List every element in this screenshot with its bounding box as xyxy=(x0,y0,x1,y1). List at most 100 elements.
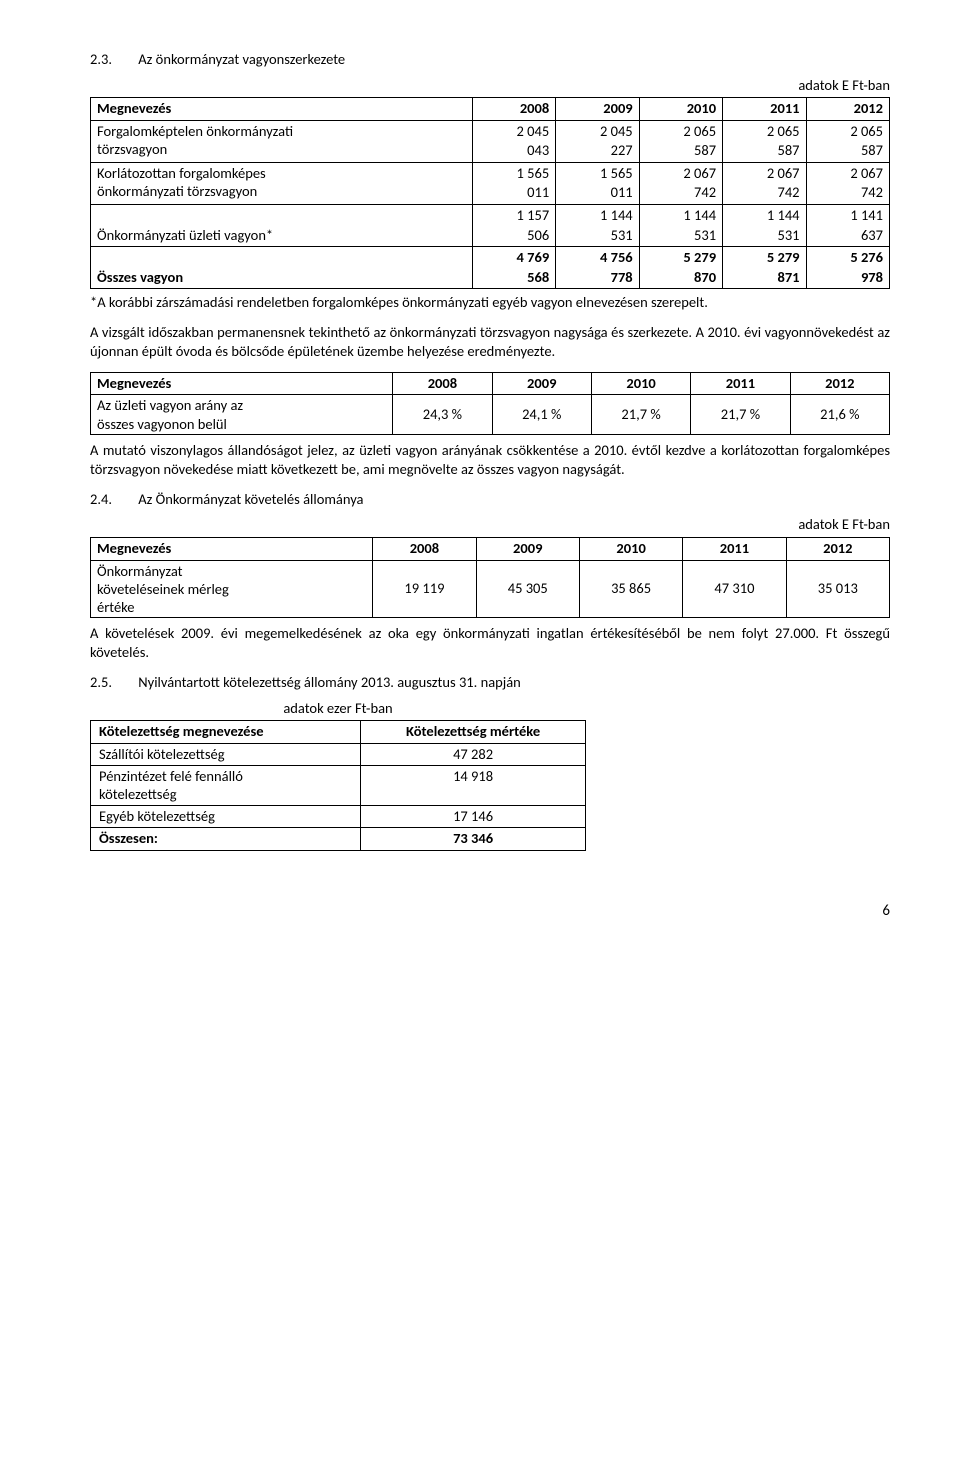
val: 043 xyxy=(479,141,549,161)
val: 1 144 xyxy=(646,206,716,226)
val: 587 xyxy=(729,141,799,161)
val: 587 xyxy=(813,141,883,161)
val: 1 157 xyxy=(479,206,549,226)
col-2011: 2011 xyxy=(691,372,790,395)
label-line: követeléseinek mérleg xyxy=(97,580,229,598)
val: 2 065 xyxy=(813,122,883,142)
val: 870 xyxy=(646,268,716,288)
col-2012: 2012 xyxy=(786,537,889,560)
table-kotelezettseg: Kötelezettség megnevezése Kötelezettség … xyxy=(90,720,586,851)
col-megnevezes: Kötelezettség megnevezése xyxy=(91,721,361,744)
row-label: Önkormányzat követeléseinek mérleg érték… xyxy=(91,560,373,617)
section-2-3-title: 2.3. Az önkormányzat vagyonszerkezete xyxy=(90,50,890,70)
cell: 1 157506 xyxy=(472,204,555,246)
val: 531 xyxy=(729,226,799,246)
section-text: Az önkormányzat vagyonszerkezete xyxy=(138,50,345,68)
cell: 24,3 % xyxy=(393,395,492,434)
col-2010: 2010 xyxy=(579,537,682,560)
footnote: *A korábbi zárszámadási rendeletben forg… xyxy=(90,293,890,313)
col-2009: 2009 xyxy=(476,537,579,560)
val: 871 xyxy=(729,268,799,288)
paragraph: A vizsgált időszakban permanensnek tekin… xyxy=(90,323,890,362)
row-label: Az üzleti vagyon arány az összes vagyono… xyxy=(91,395,393,434)
cell: 2 067742 xyxy=(723,162,806,204)
cell: 2 045227 xyxy=(556,120,639,162)
label-line: értéke xyxy=(97,598,135,616)
table-header-row: Kötelezettség megnevezése Kötelezettség … xyxy=(91,721,586,744)
val: 1 141 xyxy=(813,206,883,226)
table-row-total: Összesen: 73 346 xyxy=(91,828,586,851)
unit-note: adatok E Ft-ban xyxy=(90,515,890,535)
cell: 2 065587 xyxy=(723,120,806,162)
val: 1 565 xyxy=(562,164,632,184)
label-line: Forgalomképtelen önkormányzati xyxy=(97,122,293,140)
cell: 4 756778 xyxy=(556,247,639,289)
table-header-row: Megnevezés 2008 2009 2010 2011 2012 xyxy=(91,537,890,560)
val: 742 xyxy=(813,183,883,203)
cell: 21,7 % xyxy=(691,395,790,434)
cell: 2 045043 xyxy=(472,120,555,162)
col-megnevezes: Megnevezés xyxy=(91,537,373,560)
col-megnevezes: Megnevezés xyxy=(91,98,473,121)
val: 5 279 xyxy=(646,248,716,268)
unit-note: adatok E Ft-ban xyxy=(90,76,890,96)
cell: 5 279870 xyxy=(639,247,722,289)
cell: 1 565011 xyxy=(472,162,555,204)
val: 531 xyxy=(646,226,716,246)
val: 2 065 xyxy=(729,122,799,142)
cell: 19 119 xyxy=(373,560,476,617)
label-line: törzsvagyon xyxy=(97,140,167,158)
cell: 14 918 xyxy=(361,766,586,805)
row-label: Egyéb kötelezettség xyxy=(91,805,361,828)
cell: 2 065587 xyxy=(639,120,722,162)
cell: 1 144531 xyxy=(639,204,722,246)
cell: 5 276978 xyxy=(806,247,889,289)
table-row: Szállítói kötelezettség 47 282 xyxy=(91,743,586,766)
val: 531 xyxy=(562,226,632,246)
row-label: Forgalomképtelen önkormányzati törzsvagy… xyxy=(91,120,473,162)
val: 2 067 xyxy=(646,164,716,184)
val: 5 279 xyxy=(729,248,799,268)
table-vagyonszerkezet: Megnevezés 2008 2009 2010 2011 2012 Forg… xyxy=(90,97,890,289)
table-row: Korlátozottan forgalomképes önkormányzat… xyxy=(91,162,890,204)
paragraph: A mutató viszonylagos állandóságot jelez… xyxy=(90,441,890,480)
val: 2 067 xyxy=(813,164,883,184)
col-mertek: Kötelezettség mértéke xyxy=(361,721,586,744)
row-label: Összesen: xyxy=(91,828,361,851)
val: 011 xyxy=(479,183,549,203)
cell: 47 310 xyxy=(683,560,786,617)
col-2010: 2010 xyxy=(639,98,722,121)
table-uzleti-arany: Megnevezés 2008 2009 2010 2011 2012 Az ü… xyxy=(90,372,890,435)
val: 2 065 xyxy=(646,122,716,142)
col-2008: 2008 xyxy=(373,537,476,560)
cell: 21,7 % xyxy=(591,395,690,434)
cell: 24,1 % xyxy=(492,395,591,434)
label-line: kötelezettség xyxy=(99,785,177,803)
val: 978 xyxy=(813,268,883,288)
table-header-row: Megnevezés 2008 2009 2010 2011 2012 xyxy=(91,372,890,395)
val: 1 144 xyxy=(562,206,632,226)
val: 1 144 xyxy=(729,206,799,226)
val: 011 xyxy=(562,183,632,203)
col-megnevezes: Megnevezés xyxy=(91,372,393,395)
cell: 2 067742 xyxy=(639,162,722,204)
cell: 1 144531 xyxy=(556,204,639,246)
label-line: Korlátozottan forgalomképes xyxy=(97,164,266,182)
cell: 2 065587 xyxy=(806,120,889,162)
val: 1 565 xyxy=(479,164,549,184)
row-label: Önkormányzati üzleti vagyon* xyxy=(91,204,473,246)
table-row: Pénzintézet felé fennálló kötelezettség … xyxy=(91,766,586,805)
paragraph: A követelések 2009. évi megemelkedésének… xyxy=(90,624,890,663)
section-2-5-title: 2.5. Nyilvántartott kötelezettség állomá… xyxy=(90,673,890,693)
val: 742 xyxy=(646,183,716,203)
section-num: 2.3. xyxy=(90,50,135,70)
section-num: 2.4. xyxy=(90,490,135,510)
col-2011: 2011 xyxy=(723,98,806,121)
cell: 1 565011 xyxy=(556,162,639,204)
cell: 45 305 xyxy=(476,560,579,617)
val: 4 769 xyxy=(479,248,549,268)
cell: 5 279871 xyxy=(723,247,806,289)
cell: 1 141637 xyxy=(806,204,889,246)
val: 227 xyxy=(562,141,632,161)
val: 506 xyxy=(479,226,549,246)
